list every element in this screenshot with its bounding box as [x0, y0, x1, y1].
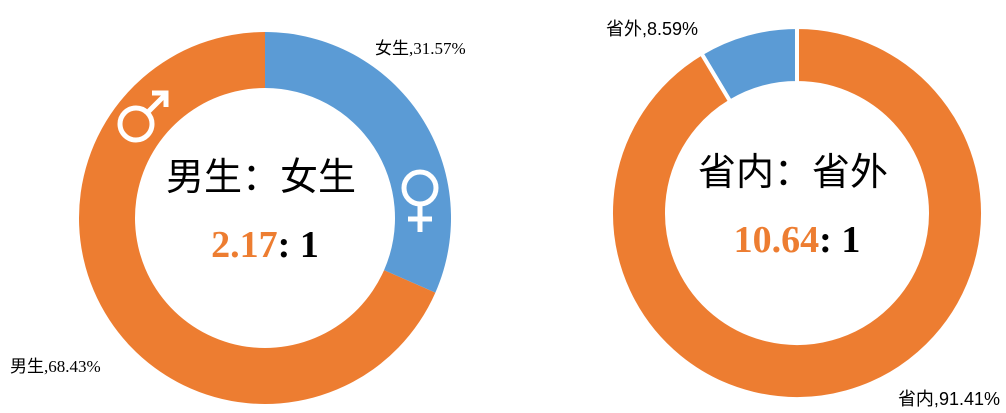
- male-icon: [117, 90, 169, 143]
- donut-slice: [609, 24, 985, 401]
- donut-slice: [265, 32, 451, 293]
- data-label: 男生,68.43%: [10, 357, 101, 376]
- center-ratio: 10.64: 1: [734, 219, 861, 261]
- donut-slice: [79, 32, 436, 404]
- ratio-value: 10.64: [734, 219, 820, 261]
- center-ratio: 2.17: 1: [211, 224, 319, 266]
- female-icon: [401, 169, 439, 232]
- ratio-rest: : 1: [819, 219, 860, 261]
- ratio-rest: : 1: [278, 224, 319, 266]
- center-title: 省内：省外: [698, 152, 888, 194]
- data-label: 省外,8.59%: [606, 19, 698, 39]
- center-title: 男生：女生: [166, 157, 356, 199]
- data-label: 省内,91.41%: [898, 389, 1000, 409]
- data-label: 女生,31.57%: [375, 39, 466, 58]
- ratio-value: 2.17: [211, 224, 278, 266]
